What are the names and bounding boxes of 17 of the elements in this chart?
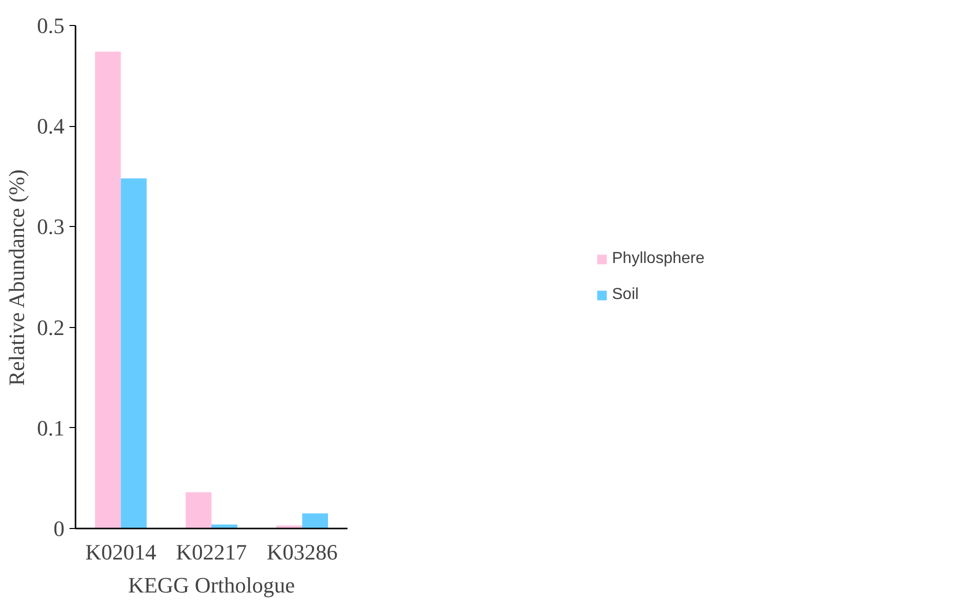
y-tick-label: 0.2	[37, 314, 64, 340]
y-tick-label: 0.1	[37, 415, 64, 440]
x-tick-label: K02217	[176, 540, 247, 564]
bar	[186, 492, 212, 528]
bar	[94, 52, 121, 528]
y-tick-label: 0.4	[37, 114, 64, 139]
x-axis-title: KEGG Orthologue	[128, 572, 295, 598]
legend-label: Phyllosphere	[612, 250, 706, 268]
y-tick-label: 0.5	[37, 13, 64, 38]
x-tick-label: K02014	[85, 540, 156, 564]
y-tick-label: 0.3	[37, 214, 64, 240]
x-tick-label: K03286	[266, 540, 338, 564]
bar	[302, 513, 328, 528]
y-tick-label: 0	[54, 516, 64, 541]
y-axis-title: Relative Abundance (%)	[4, 169, 29, 386]
legend-label: Soil	[612, 286, 640, 304]
bar	[120, 178, 147, 528]
